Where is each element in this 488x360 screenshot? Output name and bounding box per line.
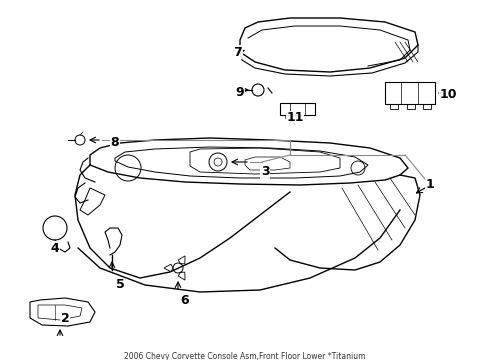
Text: 10: 10 <box>438 89 456 102</box>
Text: 2: 2 <box>61 311 69 324</box>
Bar <box>280 103 314 115</box>
Text: 5: 5 <box>115 279 124 292</box>
Text: 9: 9 <box>235 85 244 99</box>
Text: 3: 3 <box>260 166 269 179</box>
Text: 6: 6 <box>181 293 189 306</box>
Bar <box>384 82 434 104</box>
Bar <box>406 104 414 109</box>
Bar <box>422 104 430 109</box>
Text: 7: 7 <box>233 45 242 58</box>
Bar <box>389 104 397 109</box>
Text: 8: 8 <box>110 136 119 149</box>
Text: 4: 4 <box>51 242 59 255</box>
Text: 1: 1 <box>425 179 433 192</box>
Text: 11: 11 <box>285 112 303 125</box>
Text: 2006 Chevy Corvette Console Asm,Front Floor Lower *Titanium
Diagram for 89026594: 2006 Chevy Corvette Console Asm,Front Fl… <box>123 352 365 360</box>
